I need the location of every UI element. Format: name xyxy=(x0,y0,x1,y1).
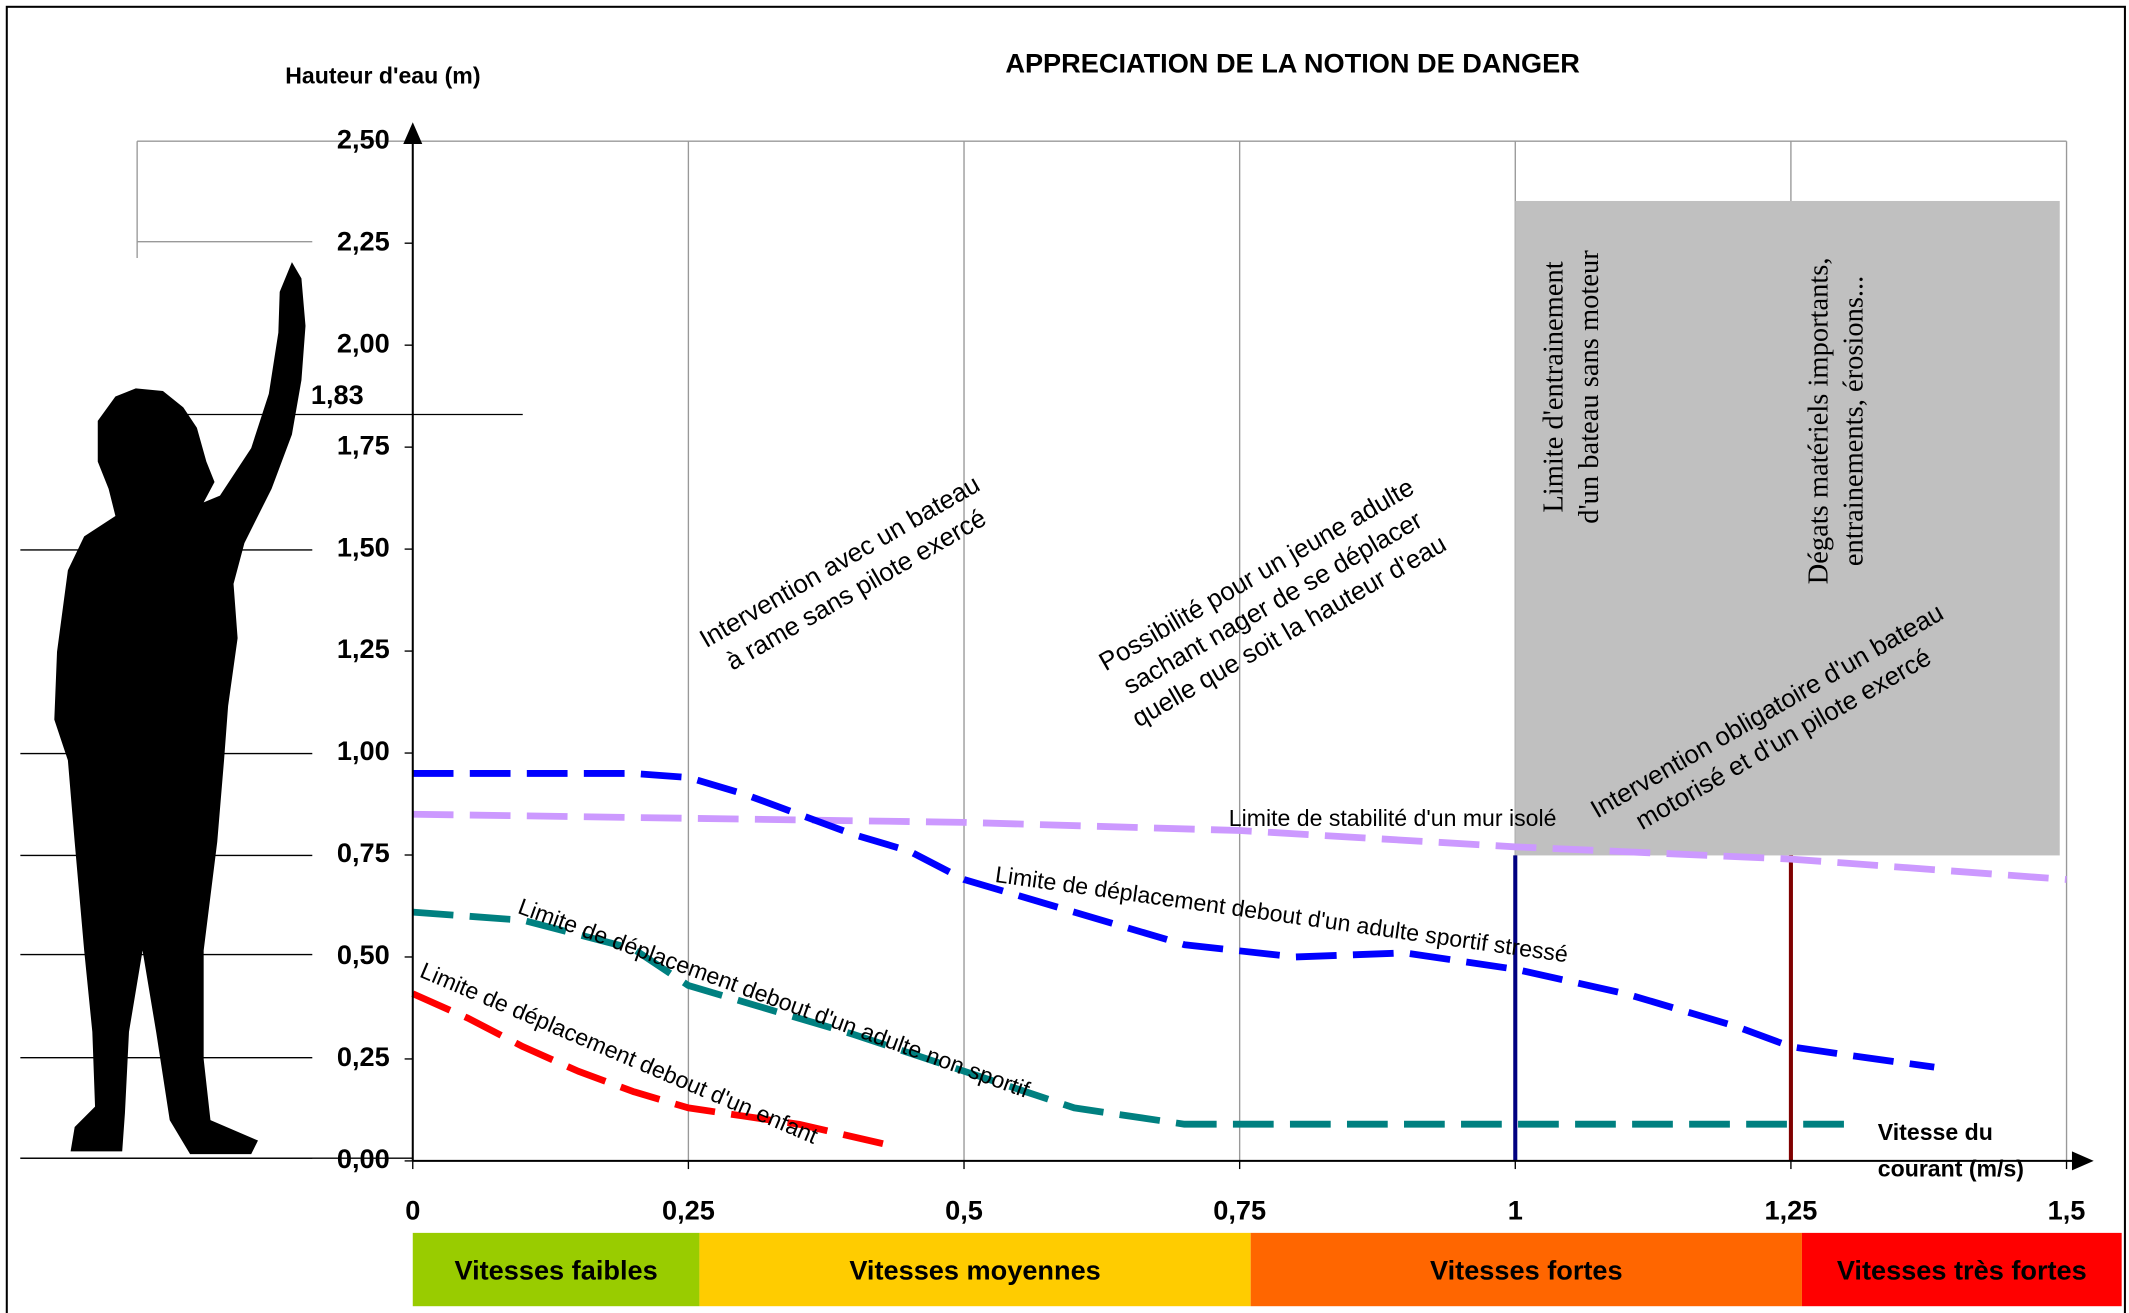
y-tick-label: 2,25 xyxy=(337,225,390,256)
x-tick-label: 0,75 xyxy=(1213,1195,1266,1226)
annotation: Possibilité pour un jeune adulte sachant… xyxy=(1095,473,1452,733)
x-tick-label: 1 xyxy=(1508,1195,1523,1226)
y-axis-arrow xyxy=(403,122,422,144)
annotation-text: Limite d'entrainement xyxy=(1539,261,1570,512)
x-tick-label: 1,5 xyxy=(2048,1195,2086,1226)
y-tick-label: 0,25 xyxy=(337,1041,390,1072)
x-axis-label: Vitesse du xyxy=(1878,1119,1993,1145)
annotation-text: d'un bateau sans moteur xyxy=(1574,250,1605,524)
x-tick-label: 0 xyxy=(405,1195,420,1226)
y-tick-label: 1,75 xyxy=(337,429,390,460)
y-axis-label: Hauteur d'eau (m) xyxy=(285,63,480,89)
x-tick-label: 1,25 xyxy=(1764,1195,1817,1226)
y-tick-label: 1,25 xyxy=(337,633,390,664)
x-tick-label: 0,5 xyxy=(945,1195,983,1226)
chart: APPRECIATION DE LA NOTION DE DANGER Haut… xyxy=(0,0,2129,1313)
x-axis-arrow xyxy=(2072,1151,2094,1170)
speed-band-label: Vitesses très fortes xyxy=(1837,1254,2087,1285)
y-tick-label: 2,00 xyxy=(337,327,390,358)
annotation-text: sachant nager de se déplacer xyxy=(1119,506,1428,700)
annotation-text: Intervention avec un bateau xyxy=(695,470,985,653)
y-tick-label: 0,75 xyxy=(337,837,390,868)
y-tick-label: 1,50 xyxy=(337,531,390,562)
y-tick-label: 0,50 xyxy=(337,939,390,970)
series-label: Limite de déplacement debout d'un adulte… xyxy=(515,893,1034,1103)
speed-band-label: Vitesses moyennes xyxy=(849,1254,1100,1285)
y-tick-label: 2,50 xyxy=(337,123,390,154)
speed-band-label: Vitesses faibles xyxy=(454,1254,657,1285)
x-axis-label: courant (m/s) xyxy=(1878,1156,2024,1182)
speed-band-label: Vitesses fortes xyxy=(1430,1254,1623,1285)
annotation-text: entrainements, érosions... xyxy=(1839,276,1870,566)
height-label: 1,83 xyxy=(311,379,364,410)
annotation-text: Dégats matériels importants, xyxy=(1803,257,1834,584)
chart-title: APPRECIATION DE LA NOTION DE DANGER xyxy=(1005,47,1580,78)
y-tick-label: 1,00 xyxy=(337,735,390,766)
x-tick-label: 0,25 xyxy=(662,1195,715,1226)
series-label: Limite de stabilité d'un mur isolé xyxy=(1229,805,1557,831)
annotation: Intervention avec un bateau à rame sans … xyxy=(695,470,1001,682)
person-silhouette xyxy=(54,262,305,1154)
